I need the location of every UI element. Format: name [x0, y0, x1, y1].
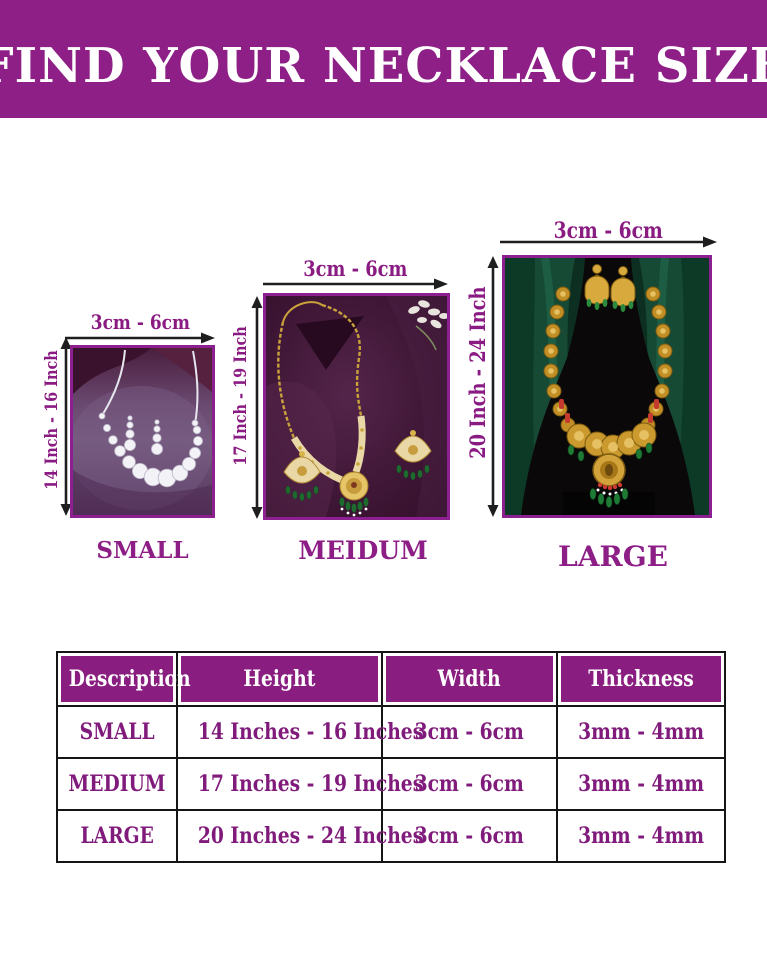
cell-small-height: 14 Inches - 16 Inches [176, 705, 423, 759]
large-height-label: 20 Inch - 24 Inch [465, 286, 490, 474]
size-table-header-row: Description Height Width Thickness [56, 651, 726, 707]
cell-medium-description: MEDIUM [56, 757, 178, 811]
large-size-name-text: LARGE [558, 540, 668, 573]
cell-large-height: 20 Inches - 24 Inches [176, 809, 423, 863]
small-width-value: 3cm - 6cm [90, 310, 190, 334]
small-size-name: SMALL [70, 537, 215, 564]
table-row-large: LARGE 20 Inches - 24 Inches 3cm - 6cm 3m… [56, 809, 726, 863]
large-height-value: 20 Inch - 24 Inch [465, 286, 490, 459]
cell-large-width: 3cm - 6cm [381, 809, 558, 863]
small-necklace-photo [70, 345, 215, 518]
cell-small-thickness: 3mm - 4mm [556, 705, 726, 759]
cell-small-width: 3cm - 6cm [381, 705, 558, 759]
size-table: Description Height Width Thickness SMALL… [56, 651, 726, 863]
cell-large-thickness: 3mm - 4mm [556, 809, 726, 863]
table-row-small: SMALL 14 Inches - 16 Inches 3cm - 6cm 3m… [56, 705, 726, 759]
medium-size-name-text: MEIDUM [298, 536, 428, 565]
medium-necklace-photo [263, 293, 450, 520]
cell-small-description: SMALL [56, 705, 178, 759]
title-banner: FIND YOUR NECKLACE SIZE [0, 0, 767, 118]
header-height: Height [176, 651, 383, 707]
small-height-value: 14 Inch - 16 Inch [42, 350, 62, 490]
small-height-label: 14 Inch - 16 Inch [42, 350, 65, 502]
silver-necklace-illustration [73, 348, 212, 515]
medium-size-name: MEIDUM [263, 536, 463, 565]
medium-width-arrow-icon [262, 277, 449, 291]
small-width-label: 3cm - 6cm [64, 311, 216, 334]
cell-large-description: LARGE [56, 809, 178, 863]
small-height-arrow-icon [59, 336, 73, 517]
large-size-name: LARGE [508, 540, 718, 573]
medium-width-value: 3cm - 6cm [303, 256, 408, 281]
large-width-label: 3cm - 6cm [499, 218, 718, 244]
large-necklace-photo [502, 255, 712, 518]
cell-medium-height: 17 Inches - 19 Inches [176, 757, 423, 811]
medium-height-arrow-icon [250, 295, 264, 520]
header-description: Description [56, 651, 191, 707]
page-title: FIND YOUR NECKLACE SIZE [0, 38, 767, 94]
large-width-arrow-icon [499, 235, 718, 249]
cell-medium-thickness: 3mm - 4mm [556, 757, 726, 811]
cell-medium-width: 3cm - 6cm [381, 757, 558, 811]
large-width-value: 3cm - 6cm [553, 218, 664, 244]
header-thickness: Thickness [556, 651, 726, 707]
small-size-name-text: SMALL [96, 537, 189, 564]
small-width-arrow-icon [64, 331, 216, 345]
medium-height-label: 17 Inch - 19 Inch [231, 326, 254, 478]
header-width: Width [381, 651, 558, 707]
table-row-medium: MEDIUM 17 Inches - 19 Inches 3cm - 6cm 3… [56, 757, 726, 811]
medium-width-label: 3cm - 6cm [262, 256, 449, 281]
gold-temple-haram-illustration [505, 258, 709, 515]
gold-pendant-necklace-illustration [266, 296, 447, 517]
large-height-arrow-icon [486, 255, 500, 518]
medium-height-value: 17 Inch - 19 Inch [231, 326, 251, 466]
